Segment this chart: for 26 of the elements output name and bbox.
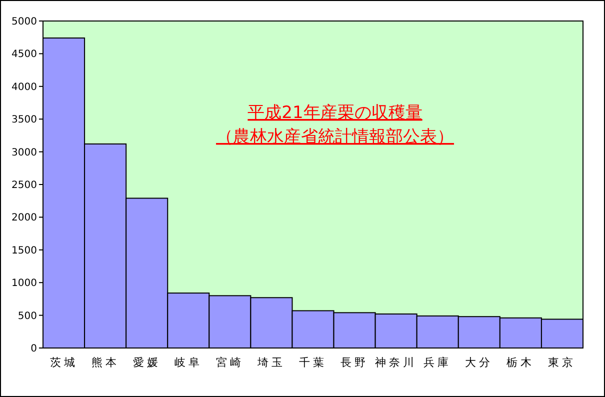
x-tick-label: 埼玉	[256, 356, 286, 369]
y-tick-label: 3000	[12, 147, 37, 158]
y-tick-label: 2500	[12, 180, 37, 191]
x-tick-label: 岐阜	[174, 356, 202, 369]
x-tick-label: 長野	[340, 356, 369, 369]
x-tick-label: 愛媛	[132, 356, 161, 369]
y-tick-label: 5000	[12, 16, 37, 28]
x-tick-label: 大分	[465, 356, 494, 369]
text: 平成21年産栗の収穫量	[248, 103, 422, 123]
x-tick-label: 神奈川	[375, 356, 418, 369]
y-tick-label: 0	[30, 344, 37, 354]
x-tick-label: 宮崎	[216, 356, 244, 369]
y-tick-label: 3500	[12, 114, 37, 126]
y-tick-label: 1000	[12, 278, 37, 290]
y-tick-label: 2000	[12, 212, 37, 224]
x-tick-label: 兵庫	[424, 356, 452, 369]
y-tick-label: 4500	[12, 49, 37, 60]
x-tick-label: 東京	[548, 356, 576, 369]
x-tick-label: 栃木	[506, 356, 535, 369]
x-tick-label: 千葉	[299, 356, 327, 369]
y-tick-label: 500	[18, 310, 37, 322]
y-tick-label: 1500	[12, 245, 37, 256]
text: （農林水産省統計情報部公表）	[216, 127, 454, 147]
x-tick-label: 熊本	[91, 356, 120, 369]
y-tick-label: 4000	[12, 82, 37, 93]
x-tick-label: 茨城	[50, 356, 78, 369]
